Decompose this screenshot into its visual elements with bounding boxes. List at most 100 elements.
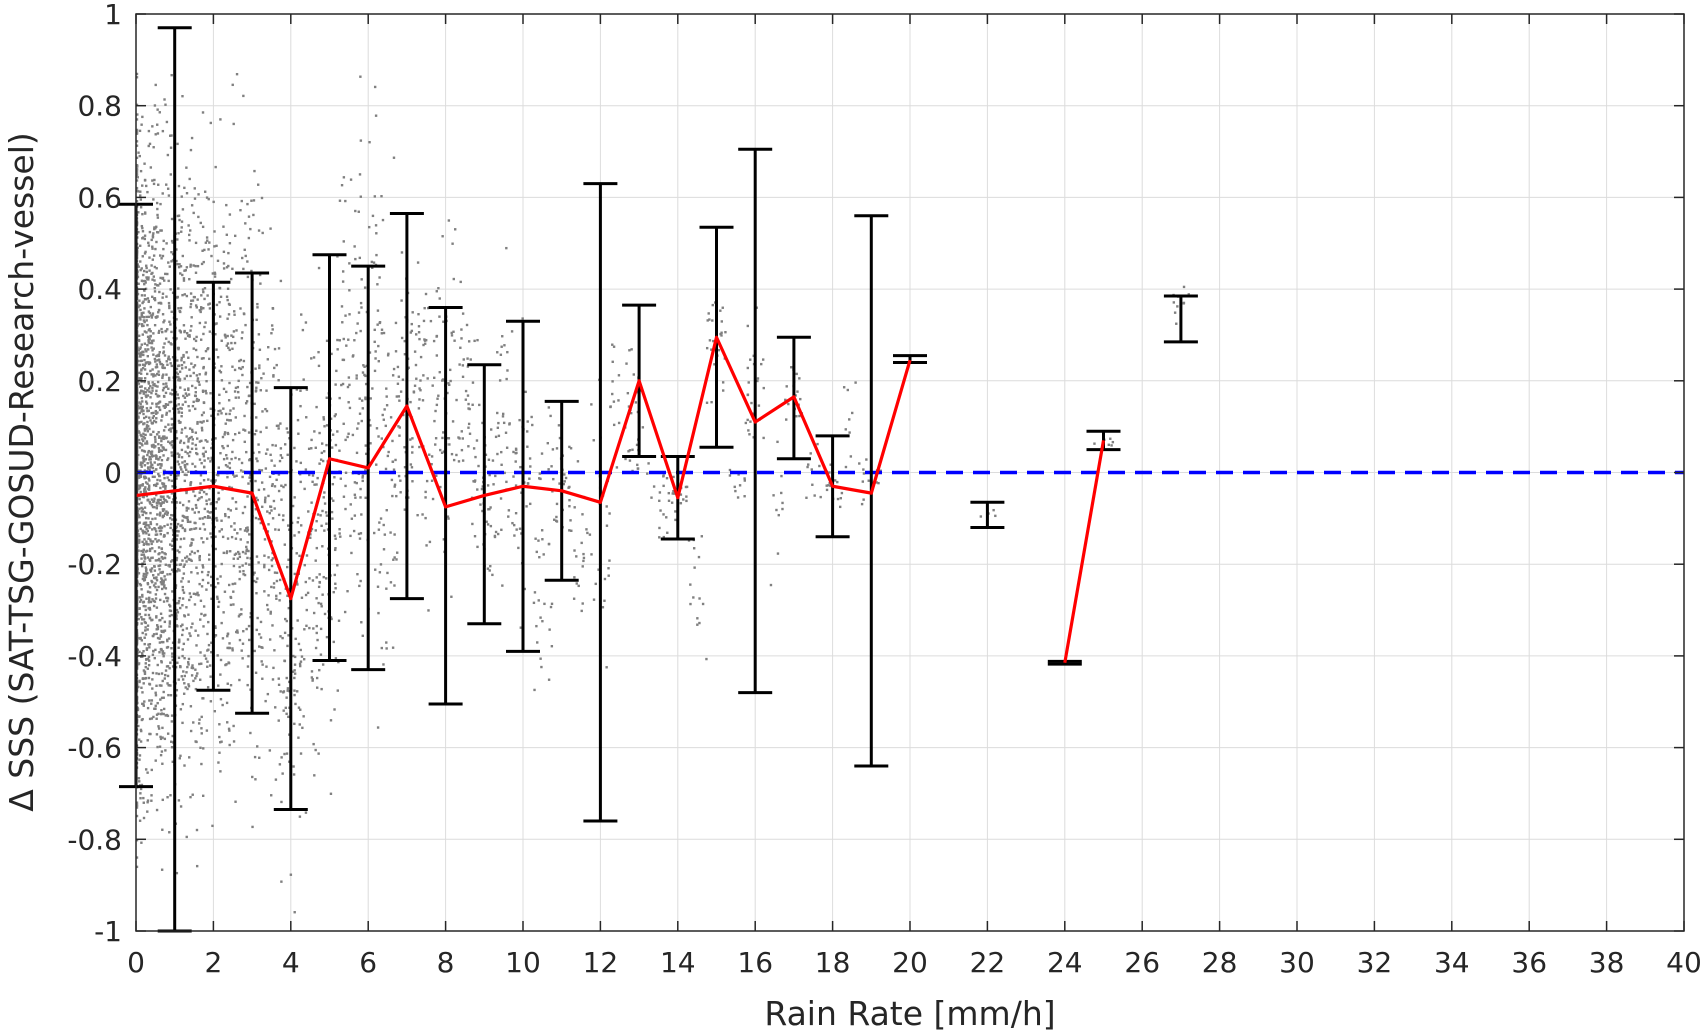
scatter-point <box>233 553 237 556</box>
scatter-point <box>422 343 425 347</box>
scatter-point <box>155 493 158 497</box>
scatter-point <box>137 339 140 342</box>
scatter-point <box>272 374 275 377</box>
scatter-point <box>467 422 471 426</box>
scatter-point <box>165 510 168 513</box>
scatter-point <box>157 727 161 730</box>
scatter-point <box>148 642 152 646</box>
scatter-point <box>305 554 309 557</box>
scatter-point <box>140 549 143 553</box>
scatter-point <box>150 314 153 317</box>
scatter-point <box>138 446 142 449</box>
scatter-point <box>206 239 209 242</box>
scatter-point <box>434 409 437 413</box>
scatter-point <box>526 430 529 433</box>
scatter-point <box>147 663 151 667</box>
scatter-point <box>161 679 164 683</box>
scatter-point <box>573 576 576 579</box>
scatter-point <box>170 330 173 334</box>
scatter-point <box>317 601 320 605</box>
scatter-point <box>148 142 152 146</box>
scatter-point <box>152 633 156 636</box>
scatter-point <box>353 481 357 484</box>
scatter-point <box>190 447 194 451</box>
scatter-point <box>171 559 174 562</box>
scatter-point <box>152 584 156 587</box>
scatter-point <box>315 519 318 523</box>
scatter-point <box>278 578 282 582</box>
scatter-point <box>149 458 152 461</box>
scatter-point <box>514 484 518 487</box>
scatter-point <box>175 529 179 533</box>
scatter-point <box>377 360 380 363</box>
scatter-point <box>282 485 285 489</box>
scatter-point <box>207 457 210 460</box>
scatter-point <box>287 470 291 474</box>
scatter-point <box>331 517 334 520</box>
scatter-point <box>198 556 201 559</box>
scatter-point <box>153 298 157 302</box>
scatter-point <box>331 482 335 486</box>
scatter-point <box>289 873 293 876</box>
scatter-point <box>200 537 203 540</box>
scatter-point <box>143 179 147 182</box>
scatter-point <box>163 476 166 480</box>
scatter-point <box>137 715 141 718</box>
scatter-point <box>458 363 461 366</box>
scatter-point <box>145 527 148 530</box>
scatter-point <box>196 355 199 359</box>
scatter-point <box>245 450 248 454</box>
scatter-point <box>162 509 165 512</box>
scatter-point <box>218 315 222 318</box>
scatter-point <box>187 580 190 583</box>
scatter-point <box>136 113 139 116</box>
scatter-point <box>611 360 614 363</box>
scatter-point <box>218 723 221 726</box>
scatter-point <box>525 505 528 508</box>
scatter-point <box>227 661 231 665</box>
scatter-point <box>357 210 360 213</box>
scatter-point <box>233 368 237 372</box>
scatter-point <box>257 443 260 446</box>
scatter-point <box>467 340 471 343</box>
mean-line-segment <box>1063 440 1106 664</box>
scatter-point <box>384 424 387 428</box>
scatter-point <box>279 454 283 457</box>
scatter-point <box>246 275 250 279</box>
scatter-point <box>183 388 187 391</box>
scatter-point <box>266 448 269 451</box>
scatter-point <box>581 565 584 568</box>
scatter-point <box>568 445 571 449</box>
scatter-point <box>183 479 187 483</box>
scatter-point <box>159 598 162 602</box>
scatter-point <box>177 601 180 605</box>
scatter-point <box>805 496 808 499</box>
scatter-point <box>166 573 169 576</box>
scatter-point <box>361 407 365 410</box>
scatter-point <box>780 491 783 495</box>
scatter-point <box>150 411 153 415</box>
scatter-point <box>486 567 490 570</box>
scatter-point <box>218 401 221 405</box>
scatter-point <box>372 531 376 535</box>
scatter-point <box>413 350 417 353</box>
scatter-point <box>143 330 147 333</box>
scatter-point <box>200 715 203 719</box>
scatter-point <box>318 462 321 465</box>
scatter-point <box>162 581 165 585</box>
scatter-point <box>184 400 187 404</box>
scatter-point <box>176 295 179 299</box>
scatter-point <box>246 526 249 529</box>
scatter-point <box>148 717 152 721</box>
scatter-point <box>249 615 252 619</box>
scatter-point <box>549 414 552 418</box>
scatter-point <box>148 549 152 553</box>
scatter-point <box>380 332 384 335</box>
scatter-point <box>460 430 463 433</box>
scatter-point <box>250 269 253 273</box>
scatter-point <box>226 444 229 448</box>
scatter-point <box>244 562 248 565</box>
scatter-point <box>156 411 159 414</box>
scatter-point <box>225 551 228 555</box>
scatter-point <box>202 455 206 458</box>
